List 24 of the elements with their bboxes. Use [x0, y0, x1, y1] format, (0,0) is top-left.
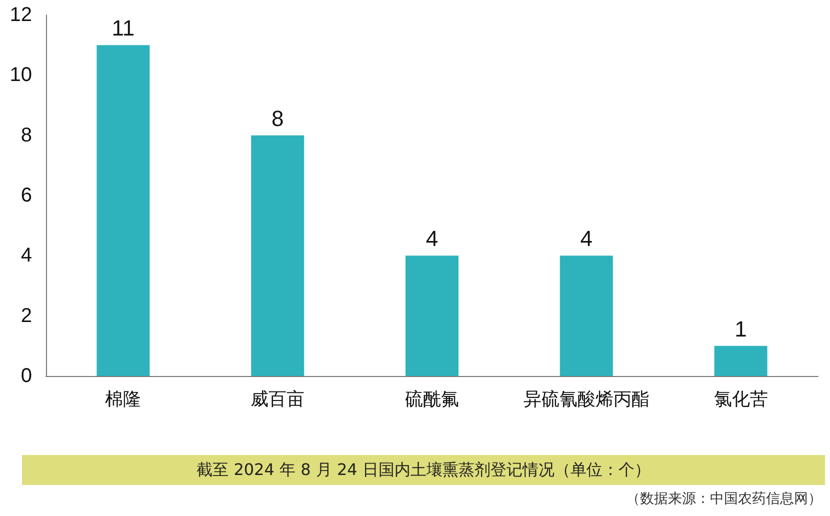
bar — [714, 346, 768, 376]
x-tick-label: 硫酰氟 — [405, 389, 459, 409]
x-tick-label: 氯化苦 — [714, 389, 768, 409]
bar — [251, 135, 304, 376]
y-tick-label: 2 — [20, 304, 32, 327]
bar — [96, 45, 150, 376]
data-label: 8 — [271, 106, 284, 131]
data-label: 4 — [426, 226, 438, 252]
y-tick-label: 12 — [10, 4, 32, 26]
text: （数据来源：中国农药信息网） — [626, 490, 822, 508]
data-label: 4 — [580, 226, 593, 252]
y-tick-label: 4 — [20, 244, 32, 267]
y-tick-label: 8 — [20, 124, 32, 146]
y-tick-label: 10 — [10, 64, 32, 86]
bar — [406, 256, 458, 376]
y-tick-label: 6 — [20, 184, 32, 206]
x-tick-label: 棉隆 — [105, 389, 142, 409]
bar — [560, 256, 613, 376]
x-tick-label: 威百亩 — [250, 389, 305, 409]
data-label: 1 — [734, 316, 747, 342]
x-tick-label: 异硫氰酸烯丙酯 — [523, 389, 650, 409]
y-tick-label: 0 — [20, 365, 32, 387]
data-label: 11 — [112, 16, 135, 41]
text: 截至 2024 年 8 月 24 日国内土壤熏蒸剂登记情况（单位：个） — [22, 455, 825, 485]
